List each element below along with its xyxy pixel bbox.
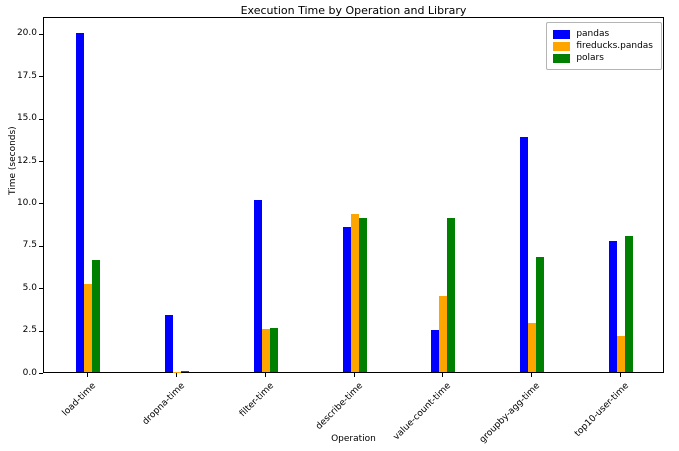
x-tick-mark	[530, 373, 532, 377]
y-tick-mark	[39, 76, 43, 78]
x-tick-mark	[619, 373, 621, 377]
legend-swatch-icon	[553, 29, 571, 39]
x-tick-label: load-time	[61, 381, 99, 419]
y-tick-label: 7.5	[22, 240, 37, 251]
y-tick-mark	[39, 245, 43, 247]
x-tick-mark	[176, 373, 178, 377]
x-tick-mark	[87, 373, 89, 377]
bar-pandas-describe-time	[343, 227, 351, 372]
y-tick-label: 2.5	[22, 325, 37, 336]
legend-swatch-icon	[553, 53, 571, 63]
x-tick-mark	[353, 373, 355, 377]
bar-pandas-top10-user-time	[609, 241, 617, 372]
legend: pandas fireducks.pandas polars	[546, 22, 662, 70]
y-tick-label: 10.0	[16, 197, 37, 208]
bar-fireducks.pandas-dropna-time	[173, 371, 181, 372]
bar-fireducks.pandas-describe-time	[351, 213, 359, 372]
y-tick-label: 12.5	[16, 155, 37, 166]
y-tick-mark	[39, 330, 43, 332]
legend-label: polars	[576, 53, 604, 63]
bar-fireducks.pandas-value-count-time	[439, 295, 447, 372]
bar-pandas-dropna-time	[165, 315, 173, 372]
legend-label: fireducks.pandas	[576, 41, 653, 51]
plot-area	[43, 17, 664, 373]
x-tick-label: top10-user-time	[572, 381, 631, 440]
bar-pandas-load-time	[76, 32, 84, 372]
bar-fireducks.pandas-filter-time	[262, 328, 270, 372]
legend-row-fireducks.pandas: fireducks.pandas	[553, 41, 653, 51]
bar-polars-top10-user-time	[625, 236, 633, 372]
y-tick-label: 15.0	[16, 113, 37, 124]
bar-polars-filter-time	[270, 327, 278, 372]
y-tick-mark	[39, 373, 43, 374]
legend-row-polars: polars	[553, 53, 653, 63]
bar-polars-value-count-time	[447, 217, 455, 372]
y-tick-mark	[39, 33, 43, 35]
bar-fireducks.pandas-top10-user-time	[617, 335, 625, 372]
legend-row-pandas: pandas	[553, 29, 653, 39]
legend-label: pandas	[576, 29, 610, 39]
bar-polars-groupby-agg-time	[536, 256, 544, 372]
bar-pandas-value-count-time	[431, 329, 439, 372]
bar-pandas-filter-time	[254, 199, 262, 372]
x-tick-label: describe-time	[313, 381, 365, 432]
x-tick-label: dropna-time	[140, 381, 188, 428]
y-tick-mark	[39, 118, 43, 120]
x-tick-label: filter-time	[237, 381, 276, 420]
bar-fireducks.pandas-load-time	[84, 283, 92, 372]
y-tick-mark	[39, 288, 43, 290]
bar-pandas-groupby-agg-time	[520, 137, 528, 372]
bar-polars-load-time	[92, 260, 100, 372]
y-tick-label: 17.5	[16, 70, 37, 81]
chart-title: Execution Time by Operation and Library	[240, 4, 467, 17]
bar-polars-describe-time	[359, 217, 367, 372]
y-tick-label: 0.0	[22, 367, 37, 378]
y-tick-mark	[39, 203, 43, 205]
y-tick-label: 5.0	[22, 282, 37, 293]
y-tick-mark	[39, 161, 43, 163]
bar-fireducks.pandas-groupby-agg-time	[528, 322, 536, 372]
x-tick-mark	[442, 373, 444, 377]
legend-swatch-icon	[553, 41, 571, 51]
y-tick-label: 20.0	[16, 28, 37, 39]
bar-polars-dropna-time	[181, 370, 189, 372]
x-tick-mark	[264, 373, 266, 377]
x-axis-label: Operation	[331, 434, 376, 444]
